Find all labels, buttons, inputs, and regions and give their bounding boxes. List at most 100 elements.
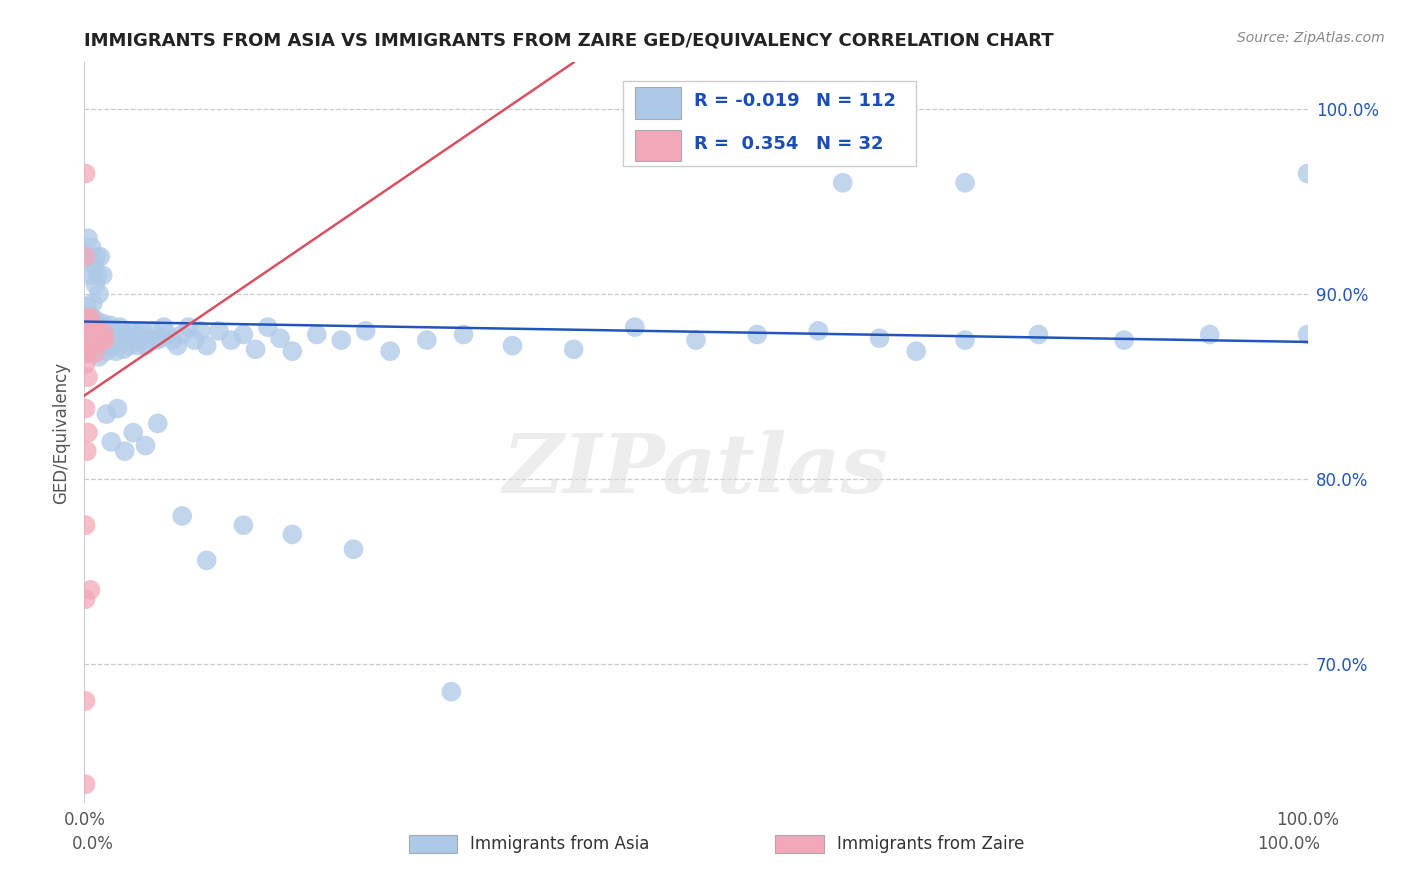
Point (305, 327, 328, 342)
Point (80, 338, 103, 352)
Point (79, 333, 101, 347)
Point (75, 314, 97, 328)
Point (162, 333, 184, 347)
Point (76, 346, 98, 360)
Point (747, 327, 769, 342)
Point (380, 344, 402, 359)
Point (91, 338, 114, 352)
Point (135, 338, 157, 352)
Point (108, 320, 131, 334)
Point (104, 333, 127, 347)
Point (91, 268, 114, 283)
Point (83, 259, 105, 273)
Point (77, 346, 100, 360)
Point (183, 333, 205, 347)
Point (75, 401, 97, 416)
Point (269, 331, 291, 345)
Point (440, 684, 463, 698)
Point (77, 250, 100, 264)
Point (502, 338, 524, 352)
Point (138, 333, 160, 347)
Point (76, 300, 98, 314)
Point (87, 286, 110, 301)
Point (232, 518, 254, 533)
Point (142, 324, 165, 338)
Point (77, 231, 100, 245)
Point (953, 333, 976, 347)
Point (685, 333, 707, 347)
Point (75, 777, 97, 791)
Point (96, 407, 118, 421)
Point (79, 582, 101, 597)
Point (97, 329, 120, 343)
Point (75, 318, 97, 333)
Text: Source: ZipAtlas.com: Source: ZipAtlas.com (1237, 31, 1385, 45)
Point (1296, 166, 1319, 180)
Point (77, 310, 100, 325)
Point (953, 176, 976, 190)
Point (132, 324, 155, 338)
Point (100, 434, 122, 449)
Point (83, 320, 105, 334)
Point (807, 324, 830, 338)
Point (219, 333, 242, 347)
Point (869, 331, 891, 345)
Point (86, 333, 108, 347)
Point (76, 444, 98, 458)
Point (84, 338, 107, 352)
Point (1296, 327, 1319, 342)
Point (77, 425, 100, 440)
Point (281, 527, 304, 541)
Point (90, 333, 112, 347)
Point (281, 344, 304, 359)
Point (342, 542, 364, 557)
Point (905, 344, 928, 359)
Text: Immigrants from Asia: Immigrants from Asia (470, 835, 650, 853)
Point (831, 176, 853, 190)
Point (208, 324, 231, 338)
Y-axis label: GED/Equivalency: GED/Equivalency (52, 361, 70, 504)
Point (103, 324, 125, 338)
Point (195, 338, 218, 352)
Point (94, 333, 117, 347)
Text: IMMIGRANTS FROM ASIA VS IMMIGRANTS FROM ZAIRE GED/EQUIVALENCY CORRELATION CHART: IMMIGRANTS FROM ASIA VS IMMIGRANTS FROM … (84, 32, 1054, 50)
Point (84, 346, 107, 360)
Point (96, 344, 118, 359)
Point (79, 310, 101, 325)
Point (416, 333, 439, 347)
Point (80, 320, 103, 334)
Text: 0.0%: 0.0% (72, 835, 114, 853)
Point (330, 333, 353, 347)
Point (89, 250, 111, 264)
Point (245, 343, 267, 357)
Point (89, 333, 111, 347)
Point (115, 333, 138, 347)
Point (84, 326, 107, 340)
Text: Immigrants from Zaire: Immigrants from Zaire (837, 835, 1024, 853)
Point (135, 439, 157, 453)
Point (145, 333, 167, 347)
Point (166, 338, 188, 352)
Point (146, 417, 169, 431)
Point (75, 357, 97, 371)
Point (77, 370, 100, 384)
Point (82, 320, 104, 334)
Point (105, 344, 128, 359)
Point (87, 327, 110, 342)
Point (87, 318, 110, 333)
Point (453, 327, 475, 342)
Point (79, 268, 101, 283)
Point (177, 320, 200, 334)
Point (83, 331, 105, 345)
Point (257, 320, 280, 334)
Text: R =  0.354: R = 0.354 (693, 135, 797, 153)
Point (190, 324, 212, 338)
Point (77, 318, 100, 333)
Point (94, 324, 117, 338)
Point (76, 327, 98, 342)
Point (156, 327, 179, 342)
Point (86, 333, 108, 347)
Point (76, 329, 98, 343)
Point (84, 312, 107, 326)
Point (87, 324, 110, 338)
